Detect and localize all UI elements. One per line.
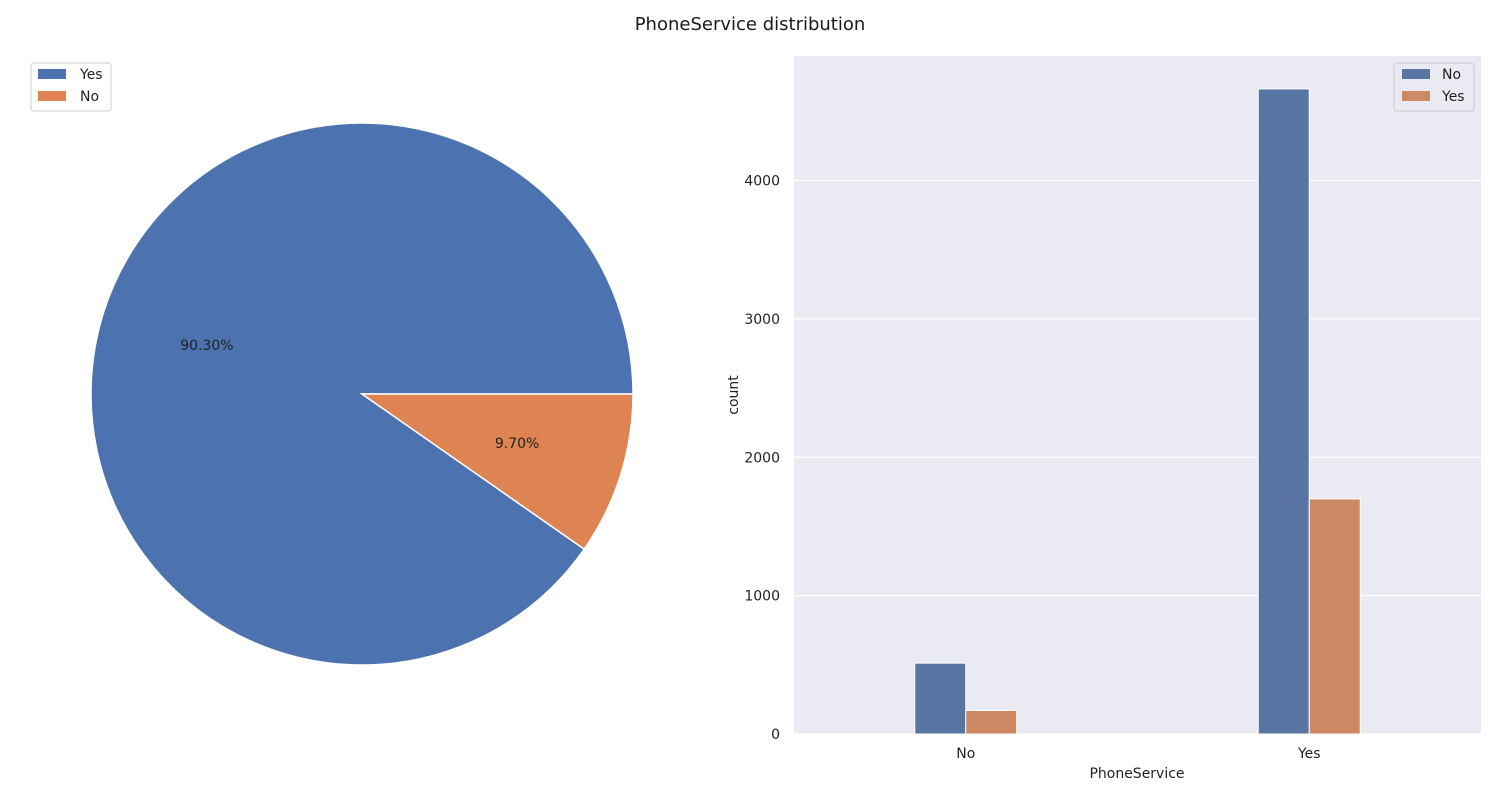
y-tick-label: 2000 — [744, 450, 780, 466]
bar-no-no — [914, 662, 967, 735]
bar-chart: 0 1000 2000 3000 4000 No Yes PhoneService cou… — [726, 56, 1481, 782]
bar-legend-swatch-yes — [1402, 91, 1430, 101]
bar-x-axis-label: PhoneService — [1089, 766, 1184, 782]
pie-legend: Yes No — [30, 62, 112, 112]
bar-yes-no — [1257, 88, 1310, 735]
bar-yes-yes — [1308, 498, 1361, 735]
bar-x-ticks: No Yes — [956, 746, 1320, 762]
pie-slice-no — [359, 393, 634, 551]
pie-legend-label-yes: Yes — [79, 67, 103, 83]
bar-y-axis-label: count — [726, 375, 742, 415]
pie-label-no: 9.70% — [495, 436, 539, 452]
figure-title: PhoneService distribution — [635, 14, 866, 35]
bar-bars — [914, 88, 1361, 735]
y-tick-label: 4000 — [744, 174, 780, 190]
y-tick-label: 1000 — [744, 589, 780, 605]
bar-legend-label-yes: Yes — [1441, 89, 1465, 105]
pie-slice-yes — [90, 122, 634, 666]
bar-gridlines — [794, 179, 1481, 735]
pie-legend-label-no: No — [80, 89, 99, 105]
y-tick-label: 0 — [771, 727, 780, 743]
bar-axes-background — [794, 56, 1481, 734]
pie-legend-swatch-no — [38, 91, 66, 101]
y-tick-label: 3000 — [744, 312, 780, 328]
x-tick-label: No — [956, 746, 975, 762]
bar-legend-swatch-no — [1402, 69, 1430, 79]
bar-y-ticks: 0 1000 2000 3000 4000 — [744, 174, 780, 743]
x-tick-label: Yes — [1297, 746, 1321, 762]
pie-chart: 90.30% 9.70% — [90, 122, 634, 666]
bar-no-yes — [965, 709, 1018, 735]
bar-legend: No Yes — [1393, 62, 1475, 112]
bar-legend-label-no: No — [1442, 67, 1461, 83]
pie-legend-swatch-yes — [38, 69, 66, 79]
pie-label-yes: 90.30% — [180, 338, 233, 354]
